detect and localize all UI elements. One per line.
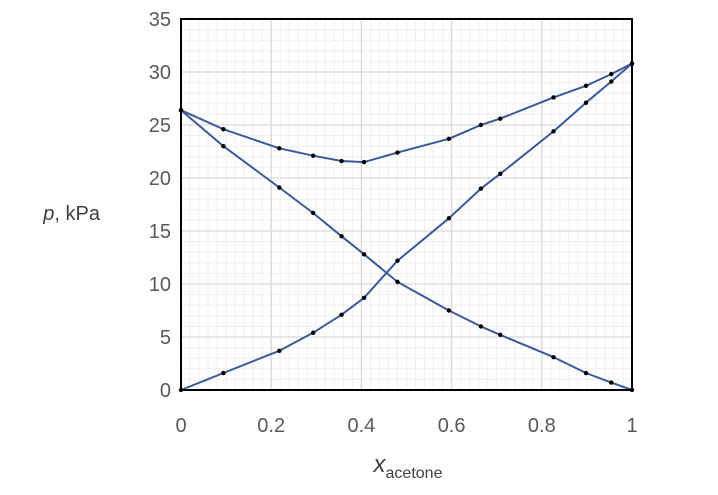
x-tick-label: 0 (175, 415, 186, 437)
data-point (221, 127, 226, 132)
x-tick-label: 1 (626, 415, 637, 437)
y-axis-tick-labels: 0 5 10 15 20 25 30 35 (149, 9, 171, 402)
plot-area-frame (180, 18, 633, 391)
data-point (609, 71, 614, 77)
y-tick-label: 5 (160, 327, 171, 349)
data-point (498, 171, 503, 176)
data-point (478, 186, 484, 191)
x-tick-label: 0.2 (257, 415, 285, 437)
data-point (361, 159, 367, 165)
x-axis-variable: x (373, 451, 387, 478)
data-point (609, 79, 614, 84)
data-point (277, 348, 282, 353)
data-point (395, 258, 400, 263)
x-tick-label: 0.8 (528, 415, 556, 437)
y-tick-label: 25 (149, 115, 171, 137)
y-axis-title: p, kPa (42, 203, 101, 225)
data-point (446, 136, 452, 141)
data-point (310, 153, 316, 158)
data-point (583, 370, 589, 376)
x-tick-label: 0.6 (438, 415, 466, 437)
y-tick-label: 35 (149, 9, 171, 31)
data-point (446, 308, 452, 313)
x-axis-subscript: acetone (386, 465, 443, 482)
y-axis-unit: , kPa (54, 203, 100, 225)
data-point (310, 210, 316, 216)
data-point (478, 122, 484, 128)
data-point (277, 185, 282, 190)
data-point (609, 380, 614, 385)
y-axis-variable: p (42, 203, 54, 225)
data-point (478, 324, 484, 329)
data-point (583, 83, 589, 88)
data-point (339, 312, 344, 317)
data-point (395, 279, 400, 285)
y-tick-label: 15 (149, 221, 171, 243)
data-point (583, 100, 589, 105)
data-point (361, 295, 367, 300)
series-line-3 (180, 109, 633, 391)
minor-gridlines (181, 19, 632, 390)
y-tick-label: 10 (149, 274, 171, 296)
data-point (551, 354, 556, 360)
x-tick-label: 0.4 (347, 415, 375, 437)
y-tick-label: 30 (149, 62, 171, 84)
x-axis-title: xacetone (373, 451, 443, 482)
data-point (498, 332, 503, 338)
x-axis-tick-labels: 0 0.2 0.4 0.6 0.8 1 (175, 415, 637, 437)
data-point (551, 95, 556, 100)
y-tick-label: 20 (149, 168, 171, 190)
data-point (339, 234, 344, 239)
data-point (446, 216, 452, 221)
data-point (498, 116, 503, 121)
data-point (277, 146, 282, 151)
data-point (551, 129, 556, 134)
data-point (221, 144, 226, 149)
data-point (395, 150, 400, 155)
data-point (310, 330, 316, 335)
data-point (361, 252, 367, 257)
data-point (339, 158, 344, 164)
data-points-layer (178, 61, 635, 393)
series-layer (180, 62, 633, 391)
data-point (221, 370, 226, 376)
series-line-1 (180, 62, 633, 164)
y-tick-label: 0 (160, 380, 171, 402)
series-line-2 (180, 62, 633, 391)
